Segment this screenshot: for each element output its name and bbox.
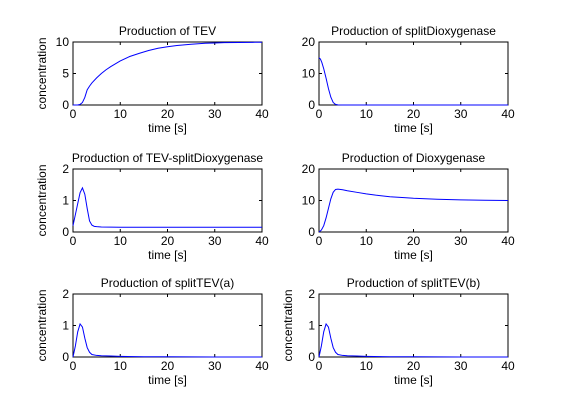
x-tick-label: 0 <box>70 234 77 248</box>
x-tick-label: 40 <box>255 359 269 373</box>
subplot-title: Production of splitTEV(a) <box>101 276 234 290</box>
x-tick-label: 20 <box>407 107 421 121</box>
subplot-title: Production of Dioxygenase <box>342 151 486 165</box>
subplot-title: Production of splitDioxygenase <box>331 24 496 38</box>
x-tick-label: 10 <box>360 234 374 248</box>
x-tick-label: 30 <box>208 234 222 248</box>
x-tick-label: 30 <box>208 359 222 373</box>
x-tick-label: 0 <box>316 359 323 373</box>
series-line <box>318 57 508 106</box>
x-axis-label: time [s] <box>394 248 433 262</box>
y-tick-label: 0 <box>308 98 315 112</box>
x-tick-label: 40 <box>501 234 515 248</box>
subplot-1: 0 10 20 30 40 0 5 10 Production of TEV time [s] co… <box>35 24 269 135</box>
x-tick-label: 40 <box>501 107 515 121</box>
y-axis-label: concentration <box>35 289 49 361</box>
x-tick-label: 10 <box>114 107 128 121</box>
series-line <box>72 186 262 228</box>
axes-frame <box>72 41 263 106</box>
y-tick-label: 2 <box>308 287 315 301</box>
y-tick-label: 0 <box>62 98 69 112</box>
y-tick-label: 1 <box>308 319 315 333</box>
series-line <box>318 188 509 233</box>
x-tick-label: 30 <box>454 234 468 248</box>
y-tick-label: 20 <box>302 162 316 176</box>
x-tick-label: 0 <box>316 234 323 248</box>
x-tick-label: 10 <box>114 359 128 373</box>
x-tick-label: 30 <box>454 359 468 373</box>
axes-frame <box>318 41 509 106</box>
x-axis-label: time [s] <box>394 373 433 387</box>
y-tick-label: 2 <box>62 287 69 301</box>
series-line <box>318 322 508 358</box>
axes-frame <box>318 293 509 358</box>
x-axis-label: time [s] <box>148 121 187 135</box>
subplot-title: Production of TEV <box>119 24 216 38</box>
series-line <box>73 41 263 106</box>
y-tick-label: 10 <box>302 194 316 208</box>
y-tick-label: 0 <box>308 225 315 239</box>
y-tick-label: 1 <box>62 319 69 333</box>
x-tick-label: 20 <box>161 359 175 373</box>
subplot-4: 0 10 20 30 40 0 10 20 Production of Dioxygenase t… <box>302 151 515 262</box>
x-tick-label: 40 <box>255 107 269 121</box>
x-tick-label: 10 <box>114 234 128 248</box>
y-tick-label: 0 <box>308 350 315 364</box>
axes-frame <box>72 293 263 358</box>
x-tick-label: 20 <box>161 107 175 121</box>
subplot-title: Production of splitTEV(b) <box>347 276 480 290</box>
y-tick-label: 10 <box>56 35 70 49</box>
x-tick-label: 40 <box>255 234 269 248</box>
series-line <box>72 322 262 358</box>
x-axis-label: time [s] <box>394 121 433 135</box>
x-tick-label: 20 <box>407 234 421 248</box>
y-axis-label: concentration <box>35 164 49 236</box>
y-tick-label: 1 <box>62 194 69 208</box>
y-tick-label: 10 <box>302 67 316 81</box>
x-tick-label: 0 <box>316 107 323 121</box>
x-tick-label: 40 <box>501 359 515 373</box>
subplot-2: 0 10 20 30 40 0 10 20 Production of splitDioxyge… <box>302 24 515 135</box>
x-tick-label: 0 <box>70 107 77 121</box>
x-axis-label: time [s] <box>148 248 187 262</box>
y-tick-label: 2 <box>62 162 69 176</box>
x-tick-label: 20 <box>407 359 421 373</box>
axes-frame <box>72 168 263 233</box>
y-axis-label: concentration <box>35 37 49 109</box>
y-tick-label: 20 <box>302 35 316 49</box>
y-tick-label: 0 <box>62 225 69 239</box>
y-axis-label: concentration <box>281 289 295 361</box>
subplot-5: 0 10 20 30 40 0 1 2 Production of splitTEV(a) tim… <box>35 276 269 387</box>
subplot-6: 0 10 20 30 40 0 1 2 Production of splitTEV(b) tim… <box>281 276 515 387</box>
x-tick-label: 30 <box>454 107 468 121</box>
x-tick-label: 20 <box>161 234 175 248</box>
subplot-title: Production of TEV-splitDioxygenase <box>72 151 264 165</box>
x-tick-label: 10 <box>360 359 374 373</box>
y-tick-label: 5 <box>62 67 69 81</box>
y-tick-label: 0 <box>62 350 69 364</box>
x-tick-label: 0 <box>70 359 77 373</box>
x-tick-label: 30 <box>208 107 222 121</box>
x-axis-label: time [s] <box>148 373 187 387</box>
x-tick-label: 10 <box>360 107 374 121</box>
